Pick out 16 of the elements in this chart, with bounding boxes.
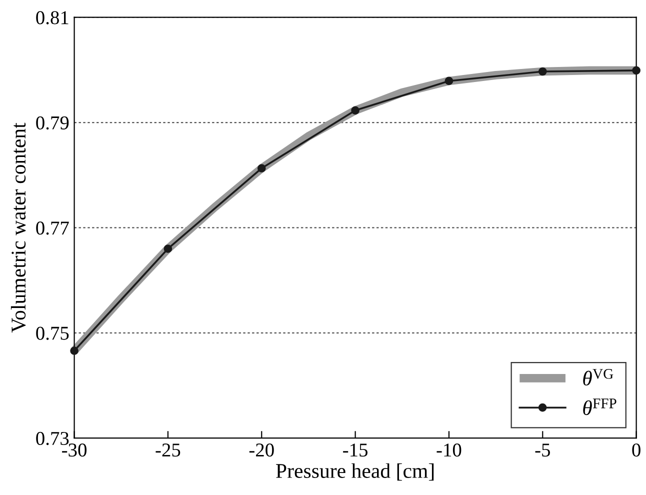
y-tick-label: 0.73: [36, 432, 69, 446]
y-axis-title: Volumetric water content: [10, 122, 26, 333]
x-tick-label: 0: [632, 444, 640, 457]
legend-label: θ$^{FFP}$: [583, 398, 616, 416]
x-tick-label: -15: [343, 444, 368, 457]
y-tick-label: 0.81: [36, 11, 68, 24]
x-axis-title: Pressure head [cm]: [276, 463, 434, 481]
y-tick-label: 0.79: [36, 116, 69, 130]
y-tick-label: 0.75: [36, 326, 69, 340]
x-tick-label: -25: [156, 444, 180, 457]
x-tick-label: -30: [62, 444, 87, 457]
x-tick-label: -10: [436, 444, 462, 457]
x-tick-label: -5: [535, 444, 550, 457]
x-tick-label: -20: [249, 444, 274, 457]
legend-label: θ$^{VG}$: [583, 368, 614, 386]
y-tick-label: 0.77: [36, 222, 69, 235]
